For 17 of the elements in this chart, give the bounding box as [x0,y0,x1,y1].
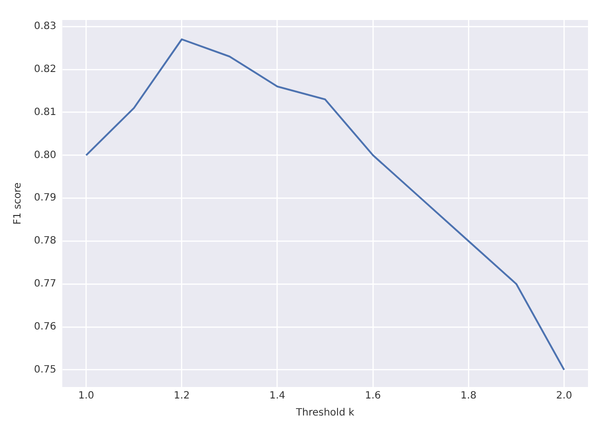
y-tick-label: 0.79 [34,192,56,204]
x-tick-label: 2.0 [556,390,572,402]
x-tick-label: 1.8 [460,390,476,402]
x-tick-label: 1.0 [78,390,94,402]
x-tick-label: 1.2 [174,390,190,402]
y-tick-label: 0.83 [34,21,56,32]
y-tick-label: 0.82 [34,64,56,75]
y-tick-label: 0.76 [34,322,56,332]
y-tick-label: 0.77 [34,278,56,290]
x-axis-title: Threshold k [295,408,354,419]
y-tick-label: 0.75 [34,364,56,376]
y-tick-label: 0.78 [34,236,56,247]
x-tick-label: 1.6 [364,390,381,402]
y-tick-label: 0.81 [34,106,56,118]
x-tick-label: 1.4 [269,390,286,402]
y-axis-title: F1 score [12,182,24,225]
y-tick-label: 0.80 [34,150,56,161]
